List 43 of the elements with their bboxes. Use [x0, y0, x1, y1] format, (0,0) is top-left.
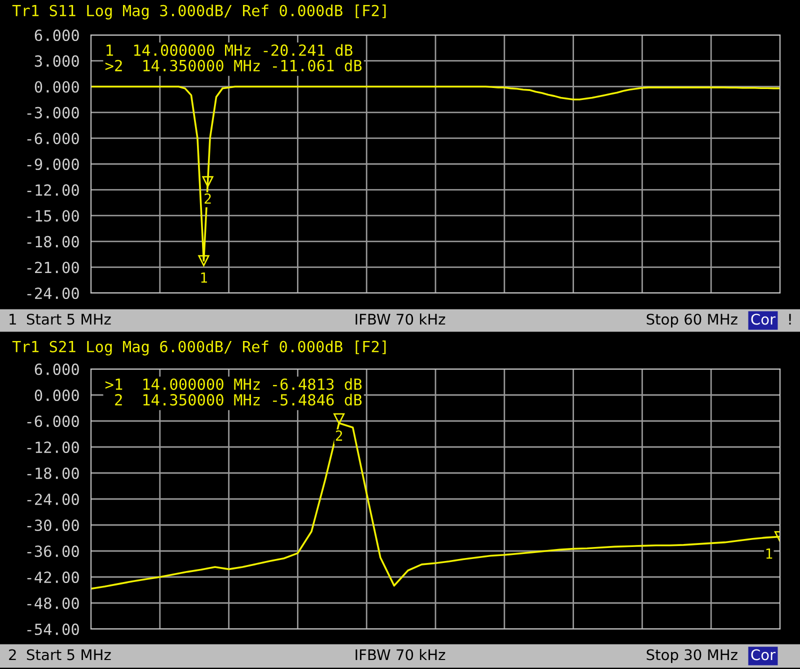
chart-title: Tr1 S11 Log Mag 3.000dB/ Ref 0.000dB [F2]: [12, 4, 386, 20]
y-tick-label: -54.00: [27, 624, 79, 636]
y-tick-label: -15.00: [27, 210, 79, 222]
text: Stop 60 MHz: [646, 314, 738, 328]
text: IFBW 70 kHz: [356, 313, 446, 325]
annotation: 2: [336, 430, 342, 441]
annotation: 2 14.350000 MHz -5.4846 dB: [115, 394, 362, 406]
text: Start 5 MHz: [26, 649, 111, 660]
annotation: 1: [201, 272, 207, 283]
y-tick-label: -9.000: [27, 158, 79, 170]
y-tick-label: -24.00: [27, 288, 79, 300]
y-tick-label: -12.00: [27, 184, 79, 196]
annotation: >2 14.350000 MHz -11.061 dB: [105, 60, 362, 72]
y-tick-label: -6.000: [27, 132, 79, 144]
y-tick-label: -3.000: [27, 106, 79, 118]
y-tick-label: 3.000: [34, 55, 79, 67]
annotation: 1 14.000000 MHz -20.241 dB: [106, 44, 352, 56]
y-tick-label: -30.00: [27, 520, 79, 532]
y-tick-label: -6.000: [27, 416, 79, 428]
y-tick-label: -48.00: [27, 598, 79, 610]
chart-title: Tr1 S21 Log Mag 6.000dB/ Ref 0.000dB [F2]: [12, 340, 386, 356]
text: 1: [10, 314, 16, 325]
y-tick-label: 0.000: [34, 81, 79, 93]
text: Stop 30 MHz: [646, 649, 738, 664]
y-tick-label: 6.000: [34, 364, 79, 376]
text: Start 5 MHz: [26, 314, 111, 325]
y-tick-label: -12.00: [27, 442, 79, 454]
y-tick-label: 6.000: [34, 30, 79, 42]
text: Cor: [751, 314, 776, 325]
y-tick-label: -36.00: [27, 546, 79, 558]
y-tick-label: -18.00: [27, 468, 79, 480]
y-tick-label: -21.00: [27, 262, 79, 274]
annotation: 2: [204, 193, 211, 204]
text: 2: [9, 649, 16, 660]
text: Cor: [751, 649, 776, 660]
annotation: 1: [766, 548, 772, 559]
y-tick-label: 0.000: [34, 390, 79, 402]
text: !: [789, 314, 791, 325]
y-tick-label: -18.00: [27, 236, 79, 248]
annotation: >1 14.000000 MHz -6.4813 dB: [105, 378, 362, 390]
y-tick-label: -42.00: [27, 572, 79, 584]
text: IFBW 70 kHz: [356, 648, 446, 660]
y-tick-label: -24.00: [27, 494, 79, 506]
